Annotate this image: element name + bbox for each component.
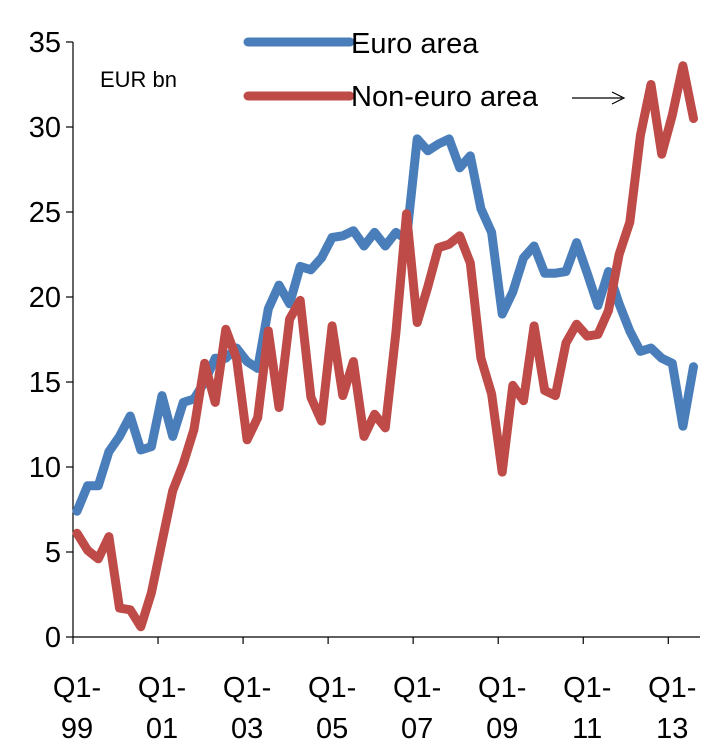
x-tick-label: Q1- (308, 672, 356, 704)
x-tick-label: 09 (486, 713, 518, 745)
y-tick-label: 5 (45, 537, 61, 569)
x-tick-label: 11 (572, 713, 602, 745)
y-tick-label: 10 (29, 452, 61, 484)
x-tick-label: 99 (61, 713, 93, 745)
x-tick-label: Q1- (223, 672, 271, 704)
y-tick-label: 20 (29, 282, 61, 314)
y-axis: 0 5 10 15 20 25 30 35 (29, 27, 74, 654)
x-tick-label: Q1- (53, 672, 101, 704)
x-tick-label: 13 (656, 713, 688, 745)
x-tick-label: Q1- (138, 672, 186, 704)
x-tick-label: 07 (401, 713, 433, 745)
x-tick-label: Q1- (563, 672, 611, 704)
annotation-arrowhead (611, 91, 626, 105)
series-line-euro-area (72, 134, 698, 516)
series-layer (72, 61, 698, 632)
x-tick-label: Q1- (478, 672, 526, 704)
legend-label-non-euro-area: Non-euro area (351, 81, 539, 113)
x-tick-label: 03 (231, 713, 263, 745)
legend-label-euro-area: Euro area (351, 28, 479, 60)
x-tick-label: Q1- (648, 672, 696, 704)
legend: Euro area Non-euro area (243, 28, 626, 113)
x-axis: Q1- 99 Q1- 01 Q1- 03 Q1- 05 Q1- 07 Q1- 09 Q1- 11 Q1- 13 (53, 636, 700, 745)
y-tick-label: 25 (29, 197, 61, 229)
y-tick-label: 30 (29, 112, 61, 144)
x-tick-label: 05 (316, 713, 348, 745)
y-tick-label: 15 (29, 367, 61, 399)
x-tick-label: 01 (146, 713, 178, 745)
unit-label: EUR bn (100, 67, 177, 92)
y-tick-label: 0 (45, 622, 61, 654)
series-line-non-euro-area (72, 61, 698, 632)
y-tick-label: 35 (29, 27, 61, 59)
x-tick-label: Q1- (393, 672, 441, 704)
